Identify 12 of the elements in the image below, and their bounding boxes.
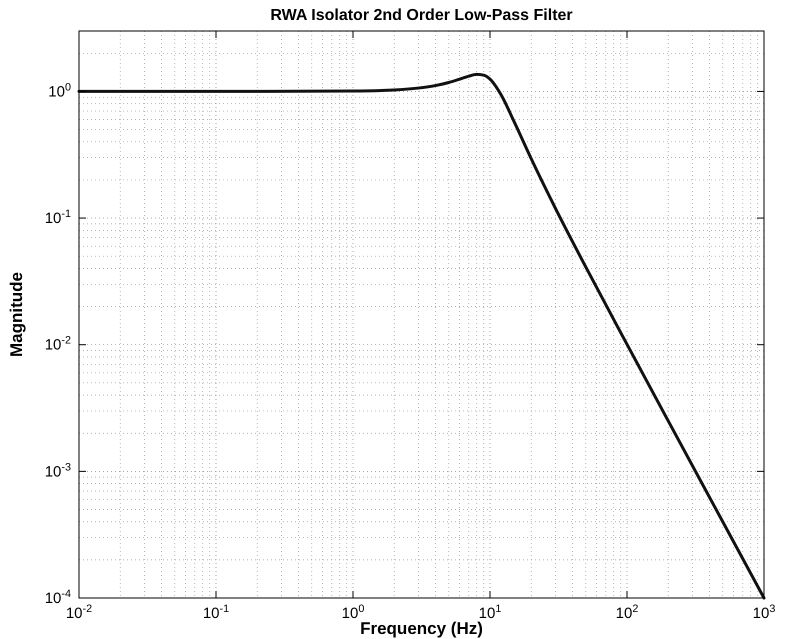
x-tick-label: 10$^{2}$ xyxy=(616,603,638,622)
chart-title: RWA Isolator 2nd Order Low-Pass Filter xyxy=(270,7,573,24)
y-tick-label: 10$^{-3}$ xyxy=(44,461,71,480)
y-tick-label: 10$^{-1}$ xyxy=(44,208,71,228)
x-axis-title: Frequency (Hz) xyxy=(360,619,483,638)
y-tick-label: 10$^{-2}$ xyxy=(44,334,71,354)
x-tick-label: 10$^{3}$ xyxy=(752,603,776,622)
y-axis-title: Magnitude xyxy=(7,272,26,357)
x-tick-label: 10$^{-1}$ xyxy=(202,603,230,622)
x-tick-label: 10$^{0}$ xyxy=(342,603,364,622)
y-tick-label: 10$^{0}$ xyxy=(48,81,71,100)
x-tick-label: 10$^{1}$ xyxy=(478,603,502,622)
